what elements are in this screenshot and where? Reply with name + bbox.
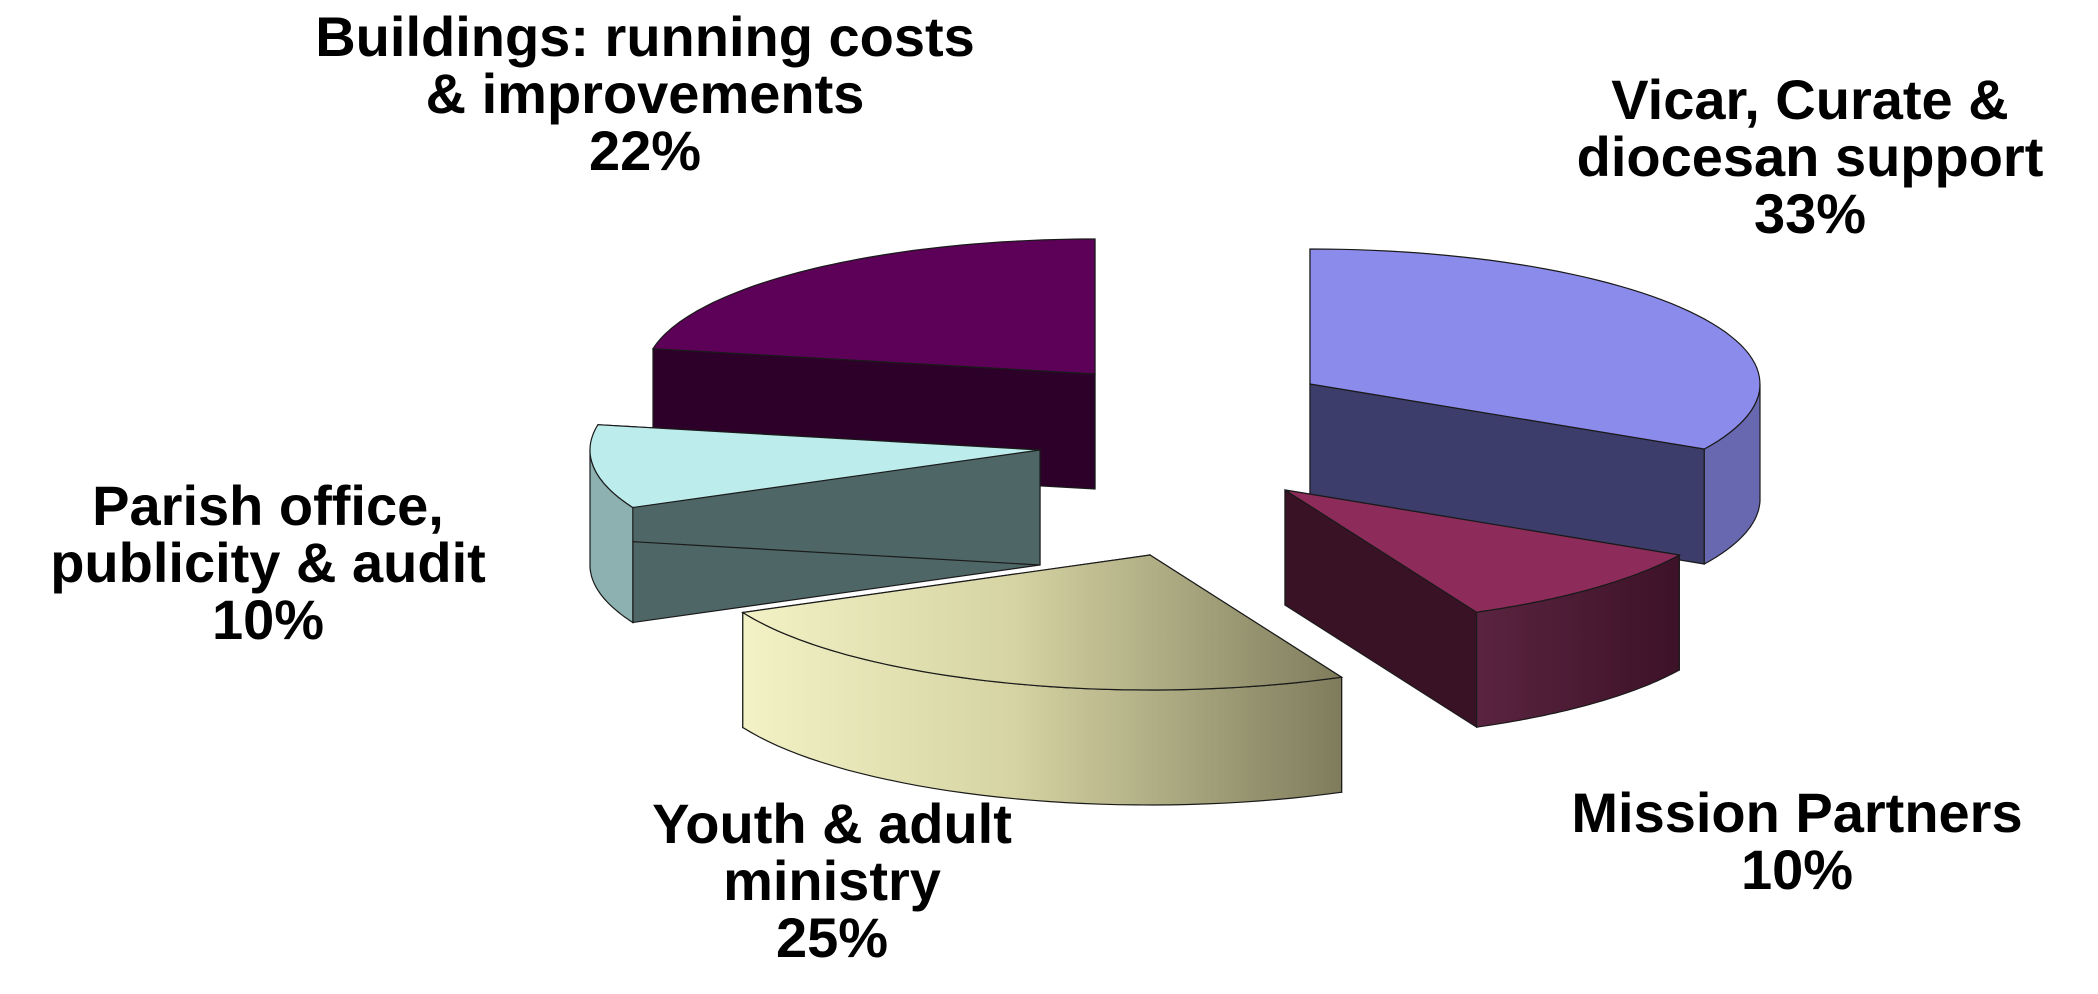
pie-slice-value-label: 25%	[776, 906, 888, 969]
pie-slice-2-top	[1284, 489, 1682, 613]
pie-slice-label-2: Mission Partners 10%	[1571, 781, 2022, 901]
pie-slice-category-label: Parish office,	[92, 474, 444, 537]
pie-slice-2	[1284, 488, 1682, 729]
pie-slice-label-4: Parish office, publicity & audit 10%	[50, 474, 486, 651]
pie-slice-category-label: diocesan support	[1577, 125, 2044, 188]
pie-slices	[589, 238, 1761, 806]
pie-slice-category-label: Buildings: running costs	[315, 5, 975, 68]
pie-slice-value-label: 10%	[212, 588, 324, 651]
pie-slice-category-label: Youth & adult	[652, 792, 1012, 855]
pie-slice-category-label: publicity & audit	[50, 531, 486, 594]
pie-slice-4	[589, 424, 1041, 624]
pie-slice-category-label: & improvements	[426, 62, 865, 125]
pie-slice-value-label: 22%	[589, 119, 701, 182]
pie-slice-1	[1309, 248, 1761, 566]
pie-slice-label-1: Vicar, Curate & diocesan support 33%	[1577, 68, 2044, 245]
pie-slice-3-top	[741, 554, 1344, 691]
pie-slice-5-top	[651, 238, 1096, 375]
pie-slice-category-label: Vicar, Curate &	[1611, 68, 2008, 131]
pie-slice-3	[741, 553, 1344, 806]
pie-slice-label-5: Buildings: running costs & improvements 22…	[315, 5, 975, 182]
pie-slice-label-3: Youth & adult ministry 25%	[652, 792, 1012, 969]
pie-labels: Vicar, Curate & diocesan support 33% Missio…	[50, 5, 2043, 969]
pie-slice-category-label: Mission Partners	[1571, 781, 2022, 844]
pie-slice-value-label: 33%	[1754, 182, 1866, 245]
pie-slice-value-label: 10%	[1741, 838, 1853, 901]
pie-slice-category-label: ministry	[723, 849, 941, 912]
pie-slice-4-top	[589, 424, 1041, 509]
pie-slice-1-top	[1309, 248, 1761, 450]
